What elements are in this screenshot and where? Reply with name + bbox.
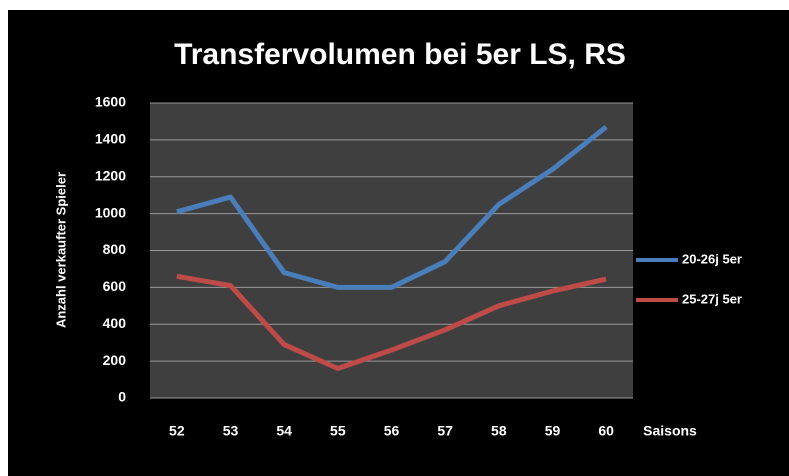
x-tick-label: 55 <box>330 423 346 439</box>
y-axis-title: Anzahl verkaufter Spieler <box>53 172 68 328</box>
x-tick-label: 60 <box>598 423 614 439</box>
x-tick-label: 57 <box>437 423 453 439</box>
chart-title: Transfervolumen bei 5er LS, RS <box>174 38 626 71</box>
x-tick-label: 56 <box>384 423 400 439</box>
x-tick-label: 54 <box>276 423 292 439</box>
series-line <box>176 125 608 290</box>
y-tick-label: 600 <box>103 278 127 294</box>
series-line <box>176 273 607 371</box>
y-tick-label: 1000 <box>95 204 126 220</box>
y-tick-label: 1600 <box>95 94 126 110</box>
legend-label: 20-26j 5er <box>682 251 742 266</box>
y-tick-label: 1400 <box>95 131 126 147</box>
x-axis-title: Saisons <box>643 423 697 439</box>
y-tick-label: 0 <box>118 389 126 405</box>
y-tick-label: 1200 <box>95 167 126 183</box>
y-tick-label: 800 <box>103 241 127 257</box>
x-tick-label: 52 <box>169 423 185 439</box>
x-tick-label: 53 <box>223 423 239 439</box>
x-tick-label: 58 <box>491 423 507 439</box>
y-tick-label: 400 <box>103 315 127 331</box>
x-tick-label: 59 <box>545 423 561 439</box>
legend-label: 25-27j 5er <box>682 291 742 306</box>
y-tick-label: 200 <box>103 352 127 368</box>
